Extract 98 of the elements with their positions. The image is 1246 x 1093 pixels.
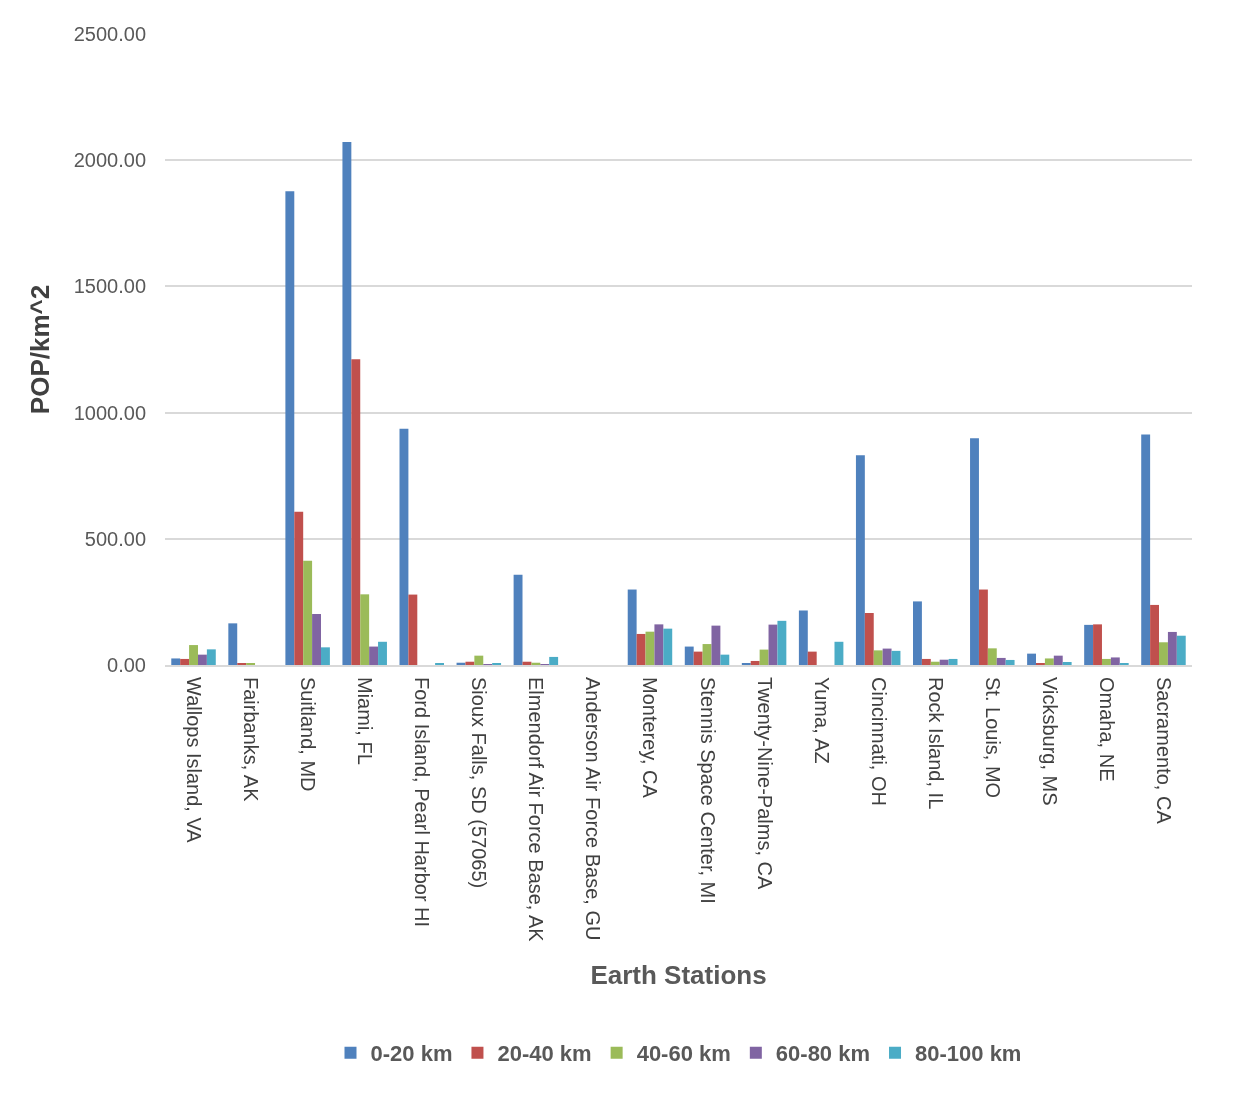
x-axis-title: Earth Stations [590, 960, 767, 991]
bar [351, 359, 361, 665]
legend-label: 60-80 km [775, 1041, 871, 1067]
bar [627, 589, 637, 665]
bar [399, 428, 409, 665]
bar [987, 648, 997, 665]
bar [855, 455, 865, 665]
bar [1084, 624, 1094, 665]
bar [720, 654, 730, 665]
bar [197, 654, 207, 665]
y-tick-label: 0.00 [107, 654, 146, 676]
bar [1005, 659, 1015, 665]
bar [711, 625, 721, 665]
bar [206, 649, 216, 665]
bar [807, 651, 817, 665]
bar [864, 613, 874, 665]
y-tick-label: 2000.00 [73, 149, 146, 172]
bar [1141, 434, 1151, 665]
bar [693, 651, 703, 665]
bar [408, 594, 418, 665]
x-tick-label: Rock Island, IL [924, 677, 947, 810]
bar [180, 658, 190, 665]
bar [1176, 635, 1186, 665]
bar [741, 662, 751, 665]
bar [684, 646, 694, 665]
bar [654, 624, 664, 665]
bar [750, 660, 760, 665]
bar [1101, 658, 1111, 665]
bar [1053, 655, 1063, 665]
x-tick-label: Suitland, MD [297, 677, 320, 792]
bar [978, 589, 988, 665]
bar [312, 614, 321, 665]
bar [1062, 661, 1072, 665]
y-tick-label: 500.00 [84, 527, 146, 550]
bar [777, 620, 787, 665]
legend-label: 20-40 km [497, 1041, 592, 1067]
x-tick-label: St. Louis, MO [981, 677, 1004, 799]
bar [1119, 662, 1129, 665]
bar [913, 601, 922, 665]
bar [369, 646, 379, 665]
bar [921, 658, 931, 665]
bar [702, 644, 712, 665]
bar [1044, 658, 1054, 665]
bar [465, 661, 475, 665]
x-tick-label: Anderson Air Force Base, GU [582, 677, 605, 941]
legend-label: 40-60 km [636, 1041, 731, 1067]
bar [636, 633, 646, 665]
y-tick-label: 1500.00 [73, 275, 146, 298]
legend-label: 80-100 km [915, 1041, 1022, 1067]
bar [320, 647, 330, 665]
bar [834, 641, 844, 665]
bar [228, 623, 238, 665]
bar [948, 658, 958, 665]
x-tick-label: Sioux Falls, SD (57065) [468, 677, 491, 889]
bar [882, 648, 892, 665]
bar [1093, 624, 1102, 665]
x-tick-label: Fairbanks, AK [240, 677, 263, 803]
x-tick-label: Elmendorf Air Force Base, AK [525, 677, 548, 943]
bar [189, 645, 198, 665]
bar [1110, 657, 1120, 665]
bar [930, 661, 940, 665]
bar [378, 641, 387, 665]
bar [531, 662, 541, 665]
bar [873, 650, 883, 665]
bar [970, 438, 979, 665]
x-tick-label: Twenty-Nine-Palms, CA [753, 677, 776, 890]
bar [303, 560, 313, 665]
bar [342, 142, 352, 665]
bar [1167, 631, 1177, 665]
x-tick-label: Wallops Island, VA [183, 677, 206, 844]
bar [996, 657, 1006, 665]
x-tick-label: Vicksburg, MS [1038, 677, 1061, 806]
y-tick-label: 1000.00 [73, 401, 146, 424]
bar [1027, 653, 1037, 665]
bar [549, 656, 559, 665]
bar [513, 574, 523, 665]
y-axis-title: POP/km^2 [25, 284, 56, 415]
legend-label: 0-20 km [370, 1041, 453, 1067]
bar [474, 655, 484, 665]
x-tick-label: Miami, FL [354, 677, 377, 765]
bar [1159, 642, 1168, 665]
bar [798, 610, 808, 665]
bar [285, 191, 295, 665]
x-tick-label: Sacramento, CA [1152, 677, 1175, 825]
bar [759, 649, 769, 665]
x-tick-label: Omaha, NE [1095, 677, 1118, 782]
bar [294, 511, 304, 665]
x-tick-label: Stennis Space Center, MI [696, 677, 719, 904]
x-tick-label: Cincinnati, OH [867, 677, 890, 806]
x-tick-label: Ford Island, Pearl Harbor HI [411, 677, 434, 928]
bar [939, 659, 949, 665]
y-tick-label: 2500.00 [73, 23, 146, 45]
bar [1150, 604, 1160, 665]
x-tick-label: Yuma, AZ [810, 677, 833, 764]
bar [663, 628, 673, 665]
bar [360, 594, 370, 665]
bar [171, 658, 181, 665]
x-tick-label: Monterey, CA [639, 677, 662, 799]
